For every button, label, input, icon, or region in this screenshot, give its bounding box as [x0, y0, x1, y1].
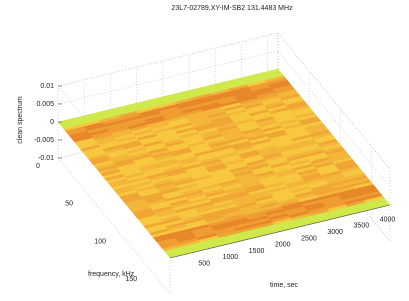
z-axis-label: clean spectrum [17, 96, 24, 144]
x-tick-label: 4000 [380, 216, 396, 223]
z-tick-label: 0 [50, 119, 54, 126]
y-tick-label: 100 [94, 238, 106, 245]
y-tick-label: 50 [65, 201, 73, 208]
x-axis-label: time, sec [270, 282, 299, 289]
x-tick-label: 1500 [249, 248, 265, 255]
x-tick-label: 500 [198, 261, 210, 268]
chart-title: 23L7-02789,XY-IM-SB2 131.4483 MHz [171, 5, 293, 12]
x-tick-label: 2500 [301, 235, 317, 242]
y-tick-label: 0 [36, 163, 40, 170]
z-tick-label: -0.01 [38, 155, 54, 162]
y-axis-label: frequency, kHz [88, 271, 135, 278]
z-tick-label: 0.005 [36, 101, 54, 108]
z-tick-label: -0.005 [34, 137, 54, 144]
y-tick-label: 150 [125, 276, 137, 283]
x-tick-label: 1000 [223, 254, 239, 261]
z-tick-label: 0.01 [40, 83, 54, 90]
x-tick-label: 3500 [354, 223, 370, 230]
surface [57, 68, 391, 259]
x-tick-label: 3000 [327, 229, 343, 236]
surface-edge [169, 204, 391, 259]
x-tick-label: 2000 [275, 242, 291, 249]
